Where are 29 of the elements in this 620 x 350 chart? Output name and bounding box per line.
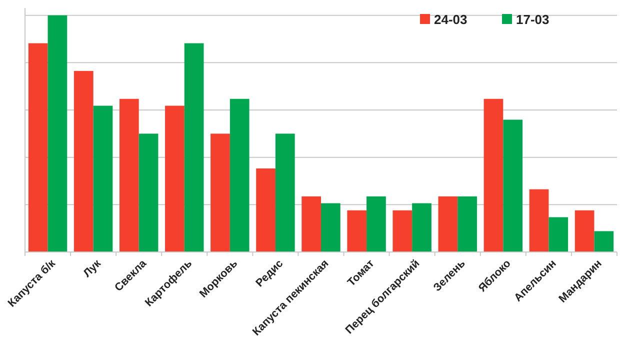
bar bbox=[138, 134, 158, 252]
legend-label: 17-03 bbox=[516, 12, 550, 27]
bar bbox=[366, 196, 386, 252]
bar bbox=[119, 98, 139, 252]
bar bbox=[74, 70, 94, 252]
bar bbox=[93, 106, 113, 252]
bar bbox=[438, 196, 458, 252]
bar bbox=[275, 134, 295, 252]
bar bbox=[392, 210, 412, 252]
bar bbox=[412, 203, 432, 252]
bar bbox=[210, 134, 230, 252]
bar bbox=[302, 196, 321, 252]
bar bbox=[230, 98, 250, 252]
bar bbox=[321, 203, 340, 252]
bar bbox=[347, 210, 367, 252]
bar bbox=[594, 231, 614, 252]
bar bbox=[458, 196, 477, 252]
bar bbox=[548, 217, 568, 252]
bar bbox=[484, 98, 504, 252]
x-tick-label: Лук bbox=[81, 257, 104, 280]
bar bbox=[184, 43, 204, 252]
bar bbox=[503, 120, 523, 252]
legend-label: 24-03 bbox=[434, 12, 468, 27]
bar bbox=[256, 168, 276, 252]
bar bbox=[48, 15, 68, 252]
bar bbox=[28, 43, 48, 252]
bar bbox=[529, 189, 549, 252]
bar bbox=[165, 106, 184, 252]
bar bbox=[574, 210, 594, 252]
